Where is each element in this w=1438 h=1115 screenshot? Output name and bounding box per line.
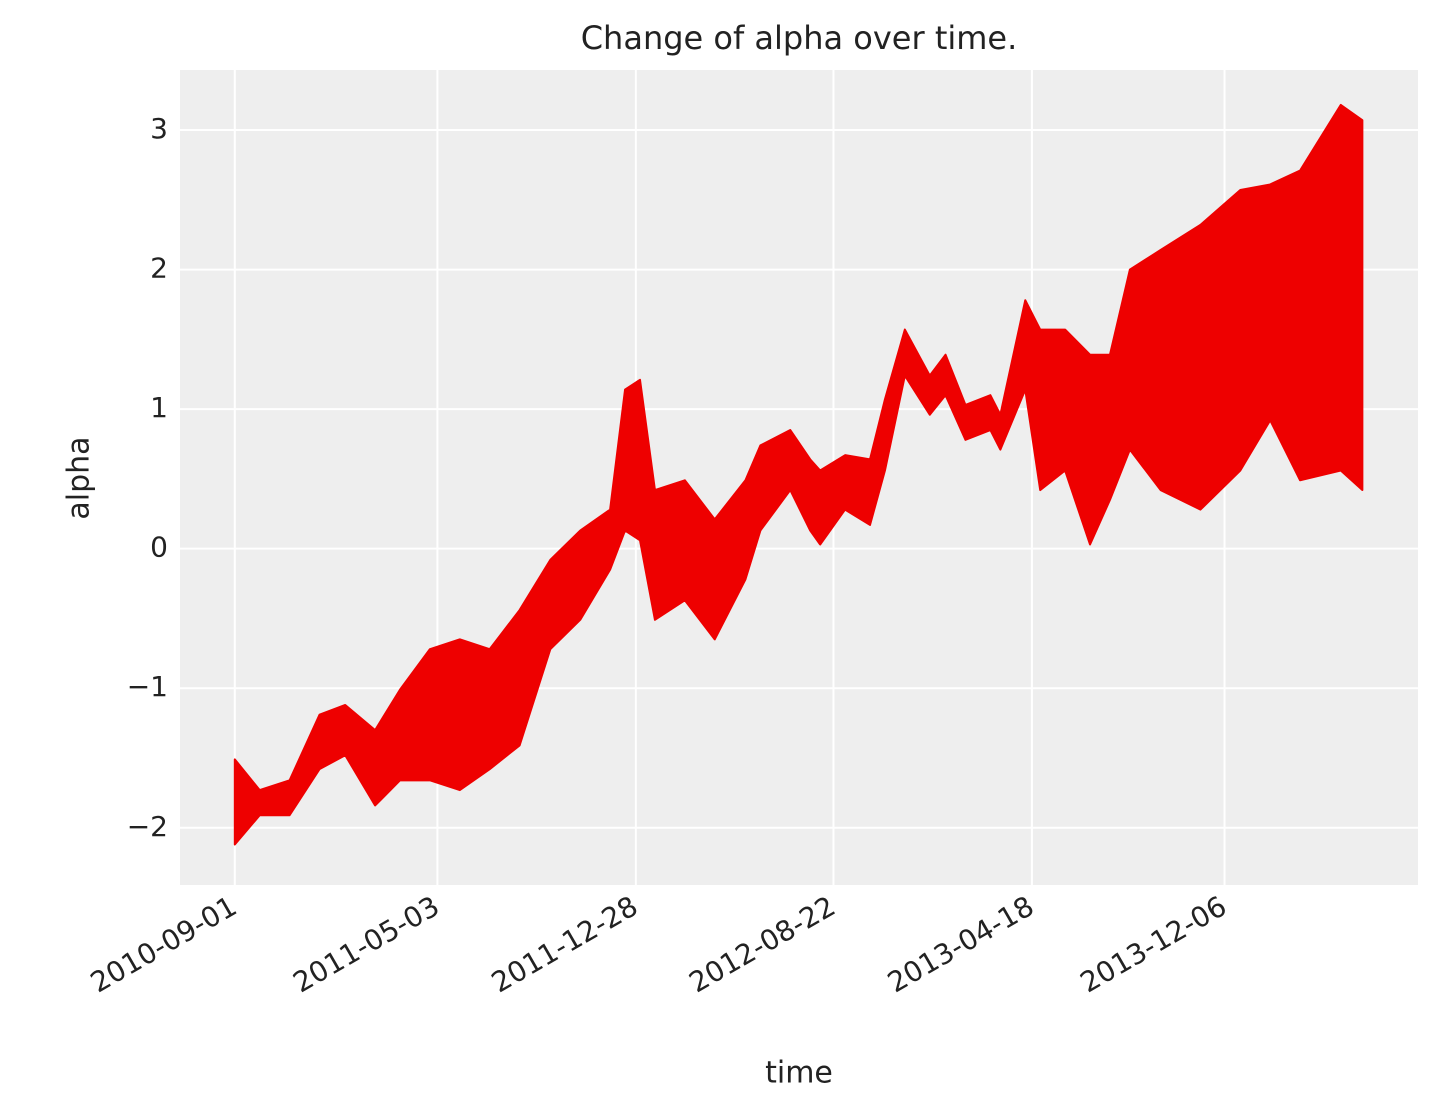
- y-tick-label: 1: [150, 391, 168, 424]
- y-tick-label: 3: [150, 112, 168, 145]
- x-tick-label: 2011-12-28: [486, 889, 643, 999]
- y-tick-label: 0: [150, 531, 168, 564]
- x-tick-label: 2011-05-03: [287, 889, 444, 999]
- chart-title: Change of alpha over time.: [581, 19, 1018, 57]
- y-tick-label: 2: [150, 252, 168, 285]
- band-area: [233, 103, 1364, 846]
- y-axis-label: alpha: [62, 436, 97, 519]
- x-tick-label: 2010-09-01: [85, 889, 242, 999]
- y-tick-label: −2: [127, 810, 168, 843]
- x-tick-label: 2012-08-22: [684, 889, 841, 999]
- x-tick-label: 2013-12-06: [1075, 889, 1232, 999]
- y-tick-label: −1: [127, 670, 168, 703]
- x-axis-label: time: [765, 1056, 833, 1091]
- x-tick-label: 2013-04-18: [882, 889, 1039, 999]
